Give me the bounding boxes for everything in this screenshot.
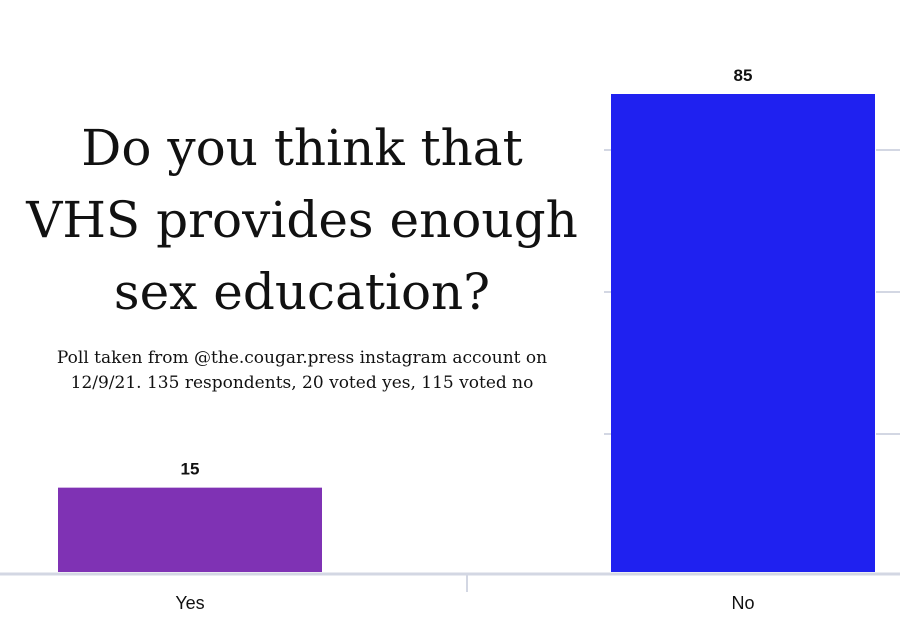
x-tick-label-no: No [731, 593, 754, 613]
data-label-no: 85 [734, 66, 753, 85]
chart-title-line-1: Do you think that [81, 119, 523, 177]
chart-title-line-3: sex education? [113, 263, 491, 321]
bar-no [611, 94, 875, 572]
poll-caption-line-2: 12/9/21. 135 respondents, 20 voted yes, … [70, 373, 534, 393]
data-label-yes: 15 [181, 460, 200, 479]
x-tick-label-yes: Yes [175, 593, 204, 613]
bar-yes [58, 487, 322, 572]
chart-title-line-2: VHS provides enough [26, 191, 578, 249]
poll-caption: Poll taken from @the.cougar.press instag… [0, 346, 604, 396]
chart-title: Do you think that VHS provides enough se… [0, 112, 604, 328]
poll-caption-line-1: Poll taken from @the.cougar.press instag… [56, 348, 548, 368]
